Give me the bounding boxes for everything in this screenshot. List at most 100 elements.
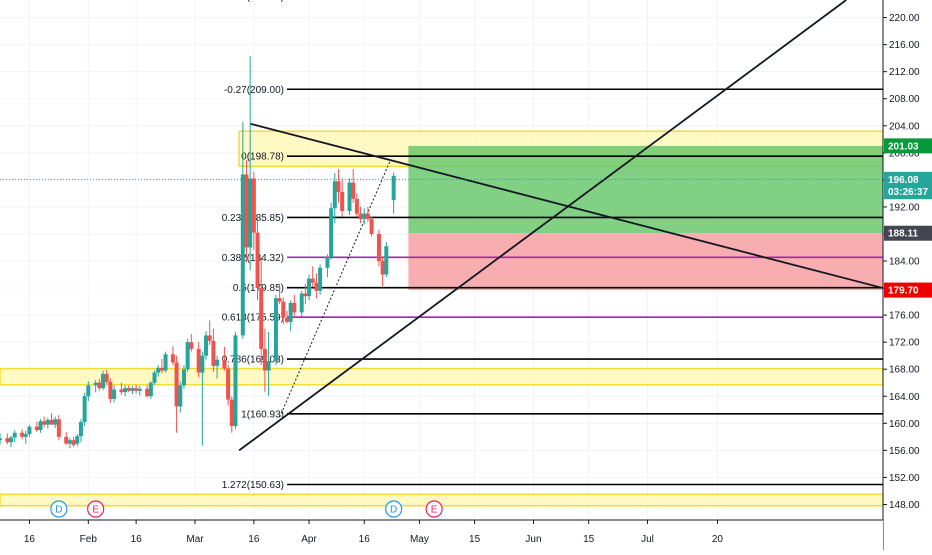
candle-body <box>152 372 157 383</box>
x-tick-label: 16 <box>131 534 143 545</box>
candle-body <box>204 335 209 356</box>
candle-body <box>215 359 220 366</box>
candle-body <box>126 388 131 391</box>
candle-body <box>130 388 135 391</box>
candle-body <box>34 426 39 431</box>
y-tick-label: 168.00 <box>889 365 920 376</box>
candle-body <box>303 293 308 297</box>
fib-level-label: 0(198.78) <box>241 152 284 163</box>
uptrend-line <box>238 0 847 452</box>
price-label-countdown-text: 03:26:37 <box>888 187 928 198</box>
candle-body <box>380 261 385 275</box>
candle-body <box>145 388 150 397</box>
candle-body <box>53 419 58 425</box>
candle-body <box>174 362 179 407</box>
y-tick-label: 176.00 <box>889 311 920 322</box>
x-tick-label: Jun <box>525 534 541 545</box>
candle-body <box>170 354 175 363</box>
event-marker-letter: E <box>92 505 99 516</box>
x-axis-panel <box>0 520 883 550</box>
fib-level-label: 0.5(179.85) <box>233 283 284 294</box>
x-tick-label: May <box>410 534 429 545</box>
candle-body <box>56 419 61 437</box>
fib-level-label: -0.27(209.00) <box>224 85 284 96</box>
candle-body <box>207 335 212 341</box>
candle-body <box>0 438 2 441</box>
y-tick-label: 160.00 <box>889 419 920 430</box>
candle-body <box>284 317 289 322</box>
zones <box>0 130 884 507</box>
candle-body <box>354 198 359 214</box>
candle-body <box>376 233 381 262</box>
candle-body <box>112 389 117 399</box>
downtrend-line <box>249 122 884 289</box>
position-profit-zone <box>408 145 883 234</box>
x-tick-label: 15 <box>469 534 481 545</box>
candle-body <box>134 388 139 391</box>
fib-level-label: 0.618(175.59) <box>222 313 284 324</box>
demand-zone-bottom <box>0 493 884 507</box>
candle-body <box>159 367 164 371</box>
candle-body <box>211 340 216 366</box>
y-tick-label: 216.00 <box>889 40 920 51</box>
price-label-stop-text: 179.70 <box>888 286 919 297</box>
candle-body <box>27 426 32 435</box>
price-label-entry <box>884 225 932 241</box>
candle-body <box>67 440 72 444</box>
candle-body <box>49 419 54 425</box>
y-tick-label: 212.00 <box>889 67 920 78</box>
price-label-entry-text: 188.11 <box>888 229 918 240</box>
candle-body <box>362 213 367 220</box>
y-tick-label: 152.00 <box>889 473 920 484</box>
y-tick-label: 204.00 <box>889 121 920 132</box>
price-label-countdown <box>884 184 932 200</box>
y-tick-label: 148.00 <box>889 500 920 511</box>
candle-body <box>97 382 102 389</box>
x-tick-label: 16 <box>359 534 371 545</box>
candle-body <box>5 438 10 443</box>
candle-body <box>365 213 370 220</box>
event-marker <box>87 500 105 518</box>
candle-body <box>277 298 282 302</box>
fib-level-label-partial: 0.618(222.71) <box>222 0 284 3</box>
event-marker-letter: D <box>55 505 62 516</box>
y-tick-label: 200.00 <box>889 148 920 159</box>
x-tick-label: Mar <box>186 534 204 545</box>
candle-body <box>310 278 315 283</box>
x-tick-label: 15 <box>583 534 595 545</box>
candle-body <box>104 373 109 383</box>
candle-body <box>148 382 153 397</box>
candle-body <box>262 348 267 371</box>
candle-body <box>351 182 356 199</box>
candle-body <box>101 373 106 389</box>
fib-level-label: 1(160.93) <box>241 409 284 420</box>
fib-level-label: 0.382(184.32) <box>222 253 284 264</box>
candle-body <box>189 342 194 349</box>
candle-body <box>336 181 341 193</box>
candle-body <box>391 175 396 201</box>
candle-body <box>226 368 231 400</box>
event-marker <box>425 500 443 518</box>
y-tick-label: 164.00 <box>889 392 920 403</box>
candle-body <box>358 213 363 220</box>
candle-body <box>266 361 271 371</box>
y-tick-label: 184.00 <box>889 257 920 268</box>
candle-body <box>45 419 50 425</box>
candles <box>0 56 396 449</box>
candle-body <box>71 440 76 445</box>
candle-body <box>38 421 43 431</box>
x-tick-label: Apr <box>301 534 317 545</box>
candle-body <box>156 367 161 373</box>
candle-body <box>281 301 286 318</box>
fib-level-label: 0.786(169.03) <box>222 355 284 366</box>
candle-body <box>273 298 278 362</box>
candle-body <box>369 219 374 234</box>
candle-body <box>255 232 260 289</box>
candle-body <box>314 282 319 291</box>
candle-body <box>307 278 312 297</box>
candle-body <box>347 182 352 211</box>
x-tick-label: Feb <box>80 534 98 545</box>
